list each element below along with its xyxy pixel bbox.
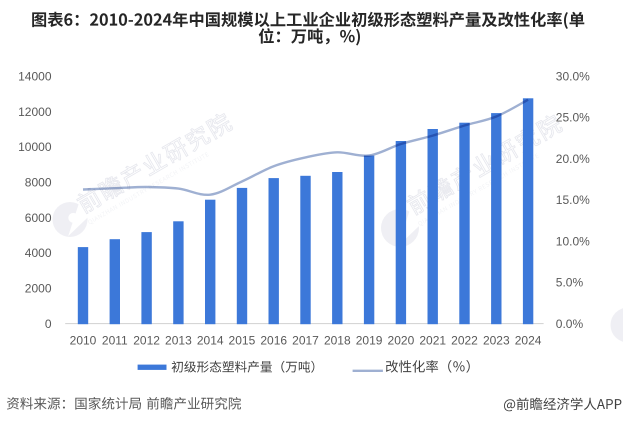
svg-text:2015: 2015 [229, 333, 256, 347]
svg-text:2016: 2016 [260, 333, 287, 347]
svg-text:6000: 6000 [25, 211, 52, 225]
svg-text:10000: 10000 [18, 140, 52, 154]
svg-text:15.0%: 15.0% [556, 193, 590, 207]
svg-text:14000: 14000 [18, 70, 52, 84]
svg-text:2022: 2022 [451, 333, 478, 347]
svg-text:30.0%: 30.0% [556, 70, 590, 84]
svg-text:2000: 2000 [25, 282, 52, 296]
svg-text:2021: 2021 [419, 333, 446, 347]
svg-text:25.0%: 25.0% [556, 111, 590, 125]
svg-text:0: 0 [45, 317, 52, 331]
svg-text:2013: 2013 [165, 333, 192, 347]
svg-text:0.0%: 0.0% [556, 317, 584, 331]
svg-text:20.0%: 20.0% [556, 152, 590, 166]
svg-text:12000: 12000 [18, 105, 52, 119]
svg-text:2024: 2024 [515, 333, 542, 347]
svg-text:2011: 2011 [102, 333, 128, 347]
svg-text:10.0%: 10.0% [556, 234, 590, 248]
svg-text:2010: 2010 [70, 333, 97, 347]
svg-text:2020: 2020 [388, 333, 415, 347]
svg-text:8000: 8000 [25, 176, 52, 190]
svg-text:2023: 2023 [483, 333, 510, 347]
svg-text:4000: 4000 [25, 246, 52, 260]
svg-text:2012: 2012 [133, 333, 160, 347]
svg-text:2018: 2018 [324, 333, 351, 347]
svg-text:5.0%: 5.0% [556, 276, 584, 290]
svg-text:2014: 2014 [197, 333, 224, 347]
svg-text:2019: 2019 [356, 333, 383, 347]
svg-text:2017: 2017 [292, 333, 319, 347]
